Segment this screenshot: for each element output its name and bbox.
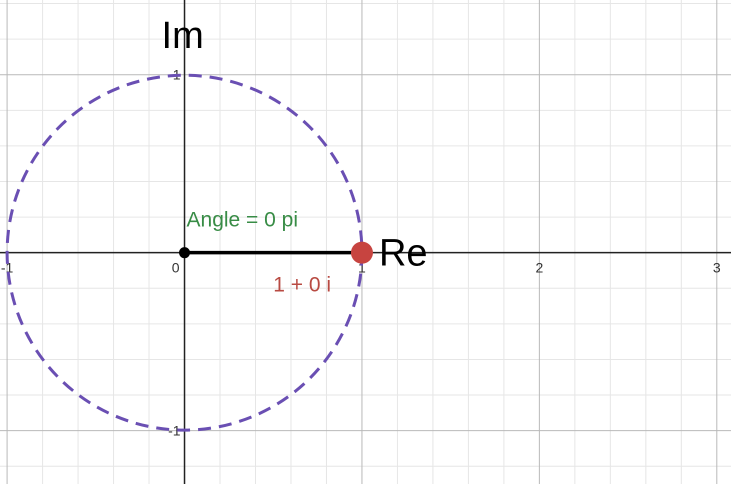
x-tick-label: -1 <box>1 260 14 276</box>
complex-value-label: 1 + 0 i <box>273 274 331 297</box>
complex-number-point[interactable] <box>350 241 373 264</box>
origin-point <box>179 247 191 259</box>
x-tick-label: 1 <box>358 260 366 276</box>
x-tick-label: 2 <box>535 260 543 276</box>
x-tick-label: 0 <box>172 260 180 276</box>
imaginary-axis-name: Im <box>162 15 204 57</box>
y-tick-label: -1 <box>168 423 181 439</box>
angle-label: Angle = 0 pi <box>187 209 299 232</box>
x-tick-label: 3 <box>713 260 721 276</box>
real-axis-name: Re <box>379 233 428 275</box>
